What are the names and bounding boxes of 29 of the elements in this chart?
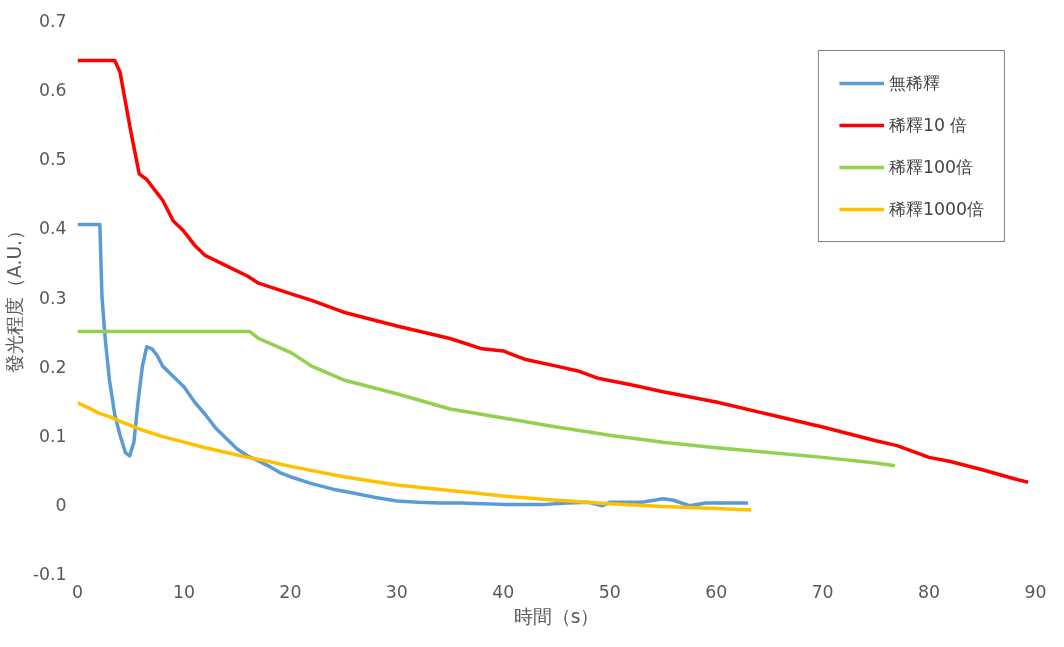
x-tick-label: 30 xyxy=(385,581,408,602)
legend-label: 稀釋100倍 xyxy=(888,156,973,179)
line-series xyxy=(77,222,750,508)
legend-label: 稀釋10 倍 xyxy=(888,114,968,137)
line-series xyxy=(77,58,1030,485)
legend-label: 無稀釋 xyxy=(888,72,940,95)
y-tick-label: 0.4 xyxy=(38,218,67,239)
y-axis-title: 發光程度（A.U.） xyxy=(3,221,25,373)
x-tick-label: 10 xyxy=(172,581,195,602)
y-tick-label: 0.3 xyxy=(38,287,67,308)
x-tick-label: 0 xyxy=(71,581,84,602)
x-tick-label: 60 xyxy=(705,581,728,602)
x-tick-label: 40 xyxy=(492,581,515,602)
y-tick-label: 0 xyxy=(55,494,67,515)
x-tick-label: 90 xyxy=(1024,581,1047,602)
y-tick-label: 0.5 xyxy=(38,149,67,170)
y-tick-label: -0.1 xyxy=(32,564,67,584)
x-tick-label: 20 xyxy=(279,581,302,602)
x-axis-title: 時間（s） xyxy=(513,605,600,627)
y-tick-label: 0.7 xyxy=(38,11,67,31)
line-series xyxy=(77,401,754,512)
x-tick-label: 70 xyxy=(811,581,834,602)
x-tick-label: 50 xyxy=(598,581,621,602)
x-tick-label: 80 xyxy=(918,581,941,602)
y-tick-label: 0.6 xyxy=(38,80,67,101)
legend-label: 稀釋1000倍 xyxy=(888,198,984,221)
y-tick-label: 0.1 xyxy=(38,425,67,446)
y-tick-label: 0.2 xyxy=(38,356,67,377)
line-series xyxy=(77,329,897,468)
